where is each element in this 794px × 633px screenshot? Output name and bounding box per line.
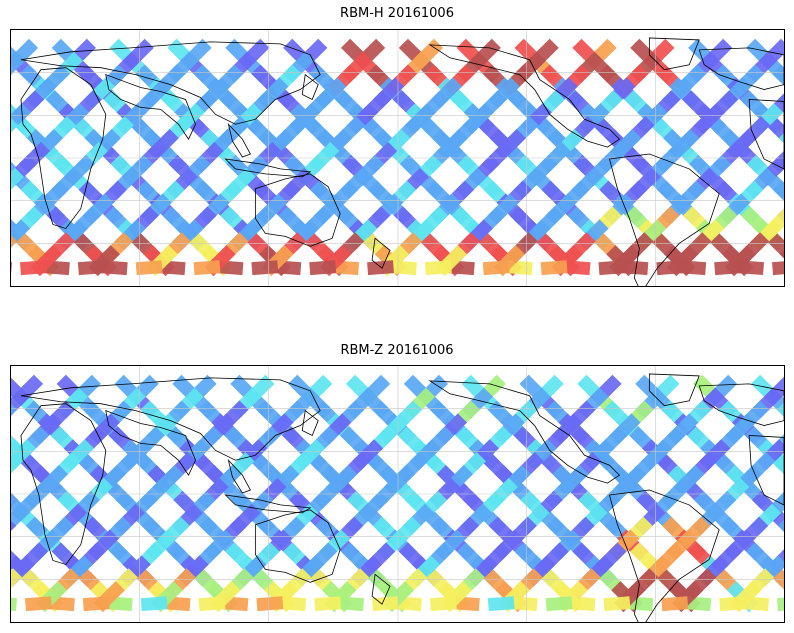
map-panel-bottom	[10, 365, 785, 623]
swath-segment	[11, 452, 24, 474]
arabia-india-coastline	[105, 410, 196, 476]
swath-segment	[487, 596, 515, 612]
swath-segment	[772, 261, 784, 276]
swath-segment	[429, 596, 457, 612]
swath-segment	[714, 260, 742, 276]
swath-segment	[337, 596, 365, 612]
swath-segment	[568, 596, 596, 612]
eurasia-coastline	[20, 41, 321, 125]
swath-segment	[452, 596, 480, 612]
arabia-india-coastline	[105, 74, 196, 140]
swath-segment	[256, 596, 284, 612]
swath-segment	[510, 596, 538, 612]
swath-segment	[395, 596, 422, 612]
swath-segment	[742, 596, 770, 612]
swath-segment	[719, 596, 747, 612]
swath-segment	[11, 167, 25, 190]
swath-segment	[163, 596, 191, 612]
europe-coastline	[698, 47, 784, 90]
swath-segment	[11, 387, 31, 416]
south-america-coastline	[608, 153, 720, 286]
southeast-asia-coastline	[227, 122, 251, 158]
eurasia-coastline	[20, 377, 321, 461]
swath-segment	[765, 116, 784, 144]
swath-segment	[684, 596, 712, 612]
swath-segment	[563, 260, 591, 276]
coastlines	[20, 373, 784, 622]
swath-segment	[770, 452, 784, 475]
swath-segment	[24, 596, 52, 612]
swath-segment	[505, 260, 533, 276]
southeast-asia-coastline	[227, 458, 251, 494]
swath-segment	[11, 503, 30, 531]
new-zealand-coastline	[371, 573, 391, 605]
map-canvas-bottom	[11, 366, 784, 622]
japan-coastline	[301, 73, 319, 101]
map-canvas-top	[11, 30, 784, 286]
swath-segment	[424, 260, 452, 276]
panel-title-bottom: RBM-Z 20161006	[340, 343, 454, 358]
swath-segment	[193, 260, 221, 276]
gridlines	[11, 30, 784, 286]
swath-segment	[105, 596, 133, 612]
swath-segment	[656, 260, 684, 276]
swath-segment	[158, 260, 186, 276]
africa-east-coastline	[748, 435, 784, 506]
swath-segment	[332, 260, 360, 276]
swath-segment	[771, 64, 784, 86]
swath-segment	[135, 260, 163, 276]
greenland-coastline	[648, 37, 700, 71]
new-zealand-coastline	[371, 237, 391, 269]
south-america-coastline	[608, 489, 720, 622]
swath-segment	[367, 260, 394, 276]
australia-coastline	[254, 509, 341, 583]
swath-segment	[309, 260, 337, 276]
swath-segment	[545, 596, 573, 612]
swath-segment	[140, 596, 168, 612]
swath-segment	[19, 260, 47, 276]
swath-segment	[221, 596, 249, 612]
japan-coastline	[301, 409, 319, 437]
swath-segment	[661, 596, 689, 612]
swath-segment	[100, 260, 128, 276]
swath-segment	[314, 596, 342, 612]
swath-segment	[11, 51, 26, 75]
swath-segment	[626, 596, 654, 612]
swath-segment	[482, 260, 510, 276]
australia-coastline	[254, 173, 341, 247]
gridlines	[11, 366, 784, 622]
swath-segment	[279, 596, 307, 612]
panel-title-top: RBM-H 20161006	[340, 6, 454, 21]
swath-segment	[47, 596, 75, 612]
swath-segment	[540, 260, 568, 276]
north-america-coastline	[428, 380, 621, 484]
swath-segment	[447, 260, 475, 276]
swath-segment	[621, 260, 649, 276]
swath-segment	[598, 260, 626, 276]
swath-segment	[737, 260, 765, 276]
africa-coastline	[20, 403, 107, 565]
africa-east-coastline	[748, 99, 784, 170]
greenland-coastline	[648, 373, 700, 407]
swath-segment	[82, 596, 110, 612]
swath-segment	[274, 260, 302, 276]
swath-segment	[390, 260, 417, 276]
north-america-coastline	[428, 44, 621, 148]
coastlines	[20, 37, 784, 286]
swath-segment	[216, 260, 244, 276]
swath-segment	[251, 260, 279, 276]
swath-segment	[198, 596, 226, 612]
map-panel-top	[10, 29, 785, 287]
swath-segment	[679, 260, 707, 276]
swath-segment	[42, 260, 70, 276]
swath-segment	[603, 596, 631, 612]
africa-coastline	[20, 67, 107, 229]
swath-segment	[77, 260, 105, 276]
europe-coastline	[698, 383, 784, 426]
swath-segment	[11, 219, 31, 248]
